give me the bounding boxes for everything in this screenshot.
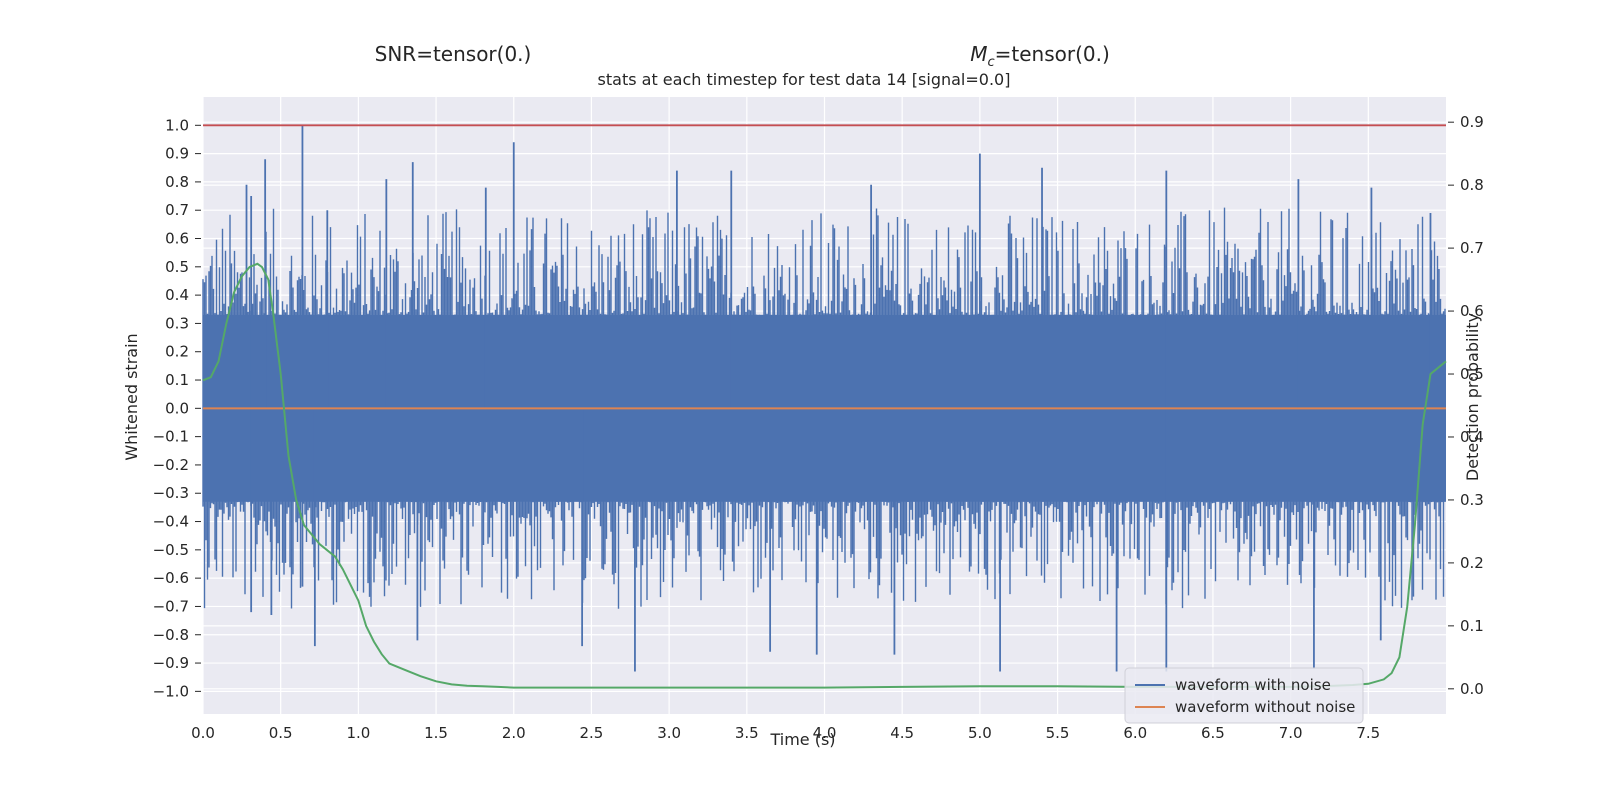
y-axis-left: 1.0 0.9 0.8 0.7 0.6 0.5 0.4 0.3 0.2 0.1 0.0 −0.1 −0.… <box>153 116 201 700</box>
x-tick-label: 7.5 <box>1356 724 1380 742</box>
x-tick-label: 6.5 <box>1201 724 1225 742</box>
y-tick-label: 0.0 <box>165 399 189 417</box>
y-tick-label: −1.0 <box>153 682 189 700</box>
y-tick-label: 0.5 <box>165 258 189 276</box>
y2-tick-label: 0.8 <box>1460 176 1484 194</box>
y-tick-label: 0.4 <box>165 286 189 304</box>
x-tick-label: 4.5 <box>890 724 914 742</box>
x-tick-label: 7.0 <box>1279 724 1303 742</box>
mc-value: =tensor(0.) <box>995 42 1110 66</box>
y2-tick-label: 0.6 <box>1460 302 1484 320</box>
x-tick-label: 2.0 <box>502 724 526 742</box>
y-tick-label: −0.3 <box>153 484 189 502</box>
y-tick-label: 0.6 <box>165 230 189 248</box>
y2-tick-label: 0.9 <box>1460 113 1484 131</box>
snr-title: SNR=tensor(0.) <box>375 42 532 66</box>
y-tick-label: 0.9 <box>165 145 189 163</box>
y-tick-label: −0.2 <box>153 456 189 474</box>
y2-tick-label: 0.1 <box>1460 617 1484 635</box>
y-tick-label: 0.8 <box>165 173 189 191</box>
y2-tick-label: 0.0 <box>1460 680 1484 698</box>
x-tick-label: 6.0 <box>1123 724 1147 742</box>
y2-tick-label: 0.2 <box>1460 554 1484 572</box>
x-tick-label: 5.5 <box>1046 724 1070 742</box>
y-tick-label: 0.3 <box>165 314 189 332</box>
y-tick-label: −0.7 <box>153 597 189 615</box>
y-tick-label: −0.5 <box>153 541 189 559</box>
noise-spikes <box>202 207 1446 609</box>
x-tick-label: 0.0 <box>191 724 215 742</box>
x-tick-label: 3.0 <box>657 724 681 742</box>
x-tick-label: 1.0 <box>346 724 370 742</box>
x-tick-label: 0.5 <box>269 724 293 742</box>
y-tick-label: −0.6 <box>153 569 189 587</box>
x-tick-label: 2.5 <box>580 724 604 742</box>
y2-tick-label: 0.4 <box>1460 428 1484 446</box>
chart-title: stats at each timestep for test data 14 … <box>598 70 1011 89</box>
x-tick-label: 3.5 <box>735 724 759 742</box>
y2-tick-label: 0.3 <box>1460 491 1484 509</box>
y2-tick-label: 0.7 <box>1460 239 1484 257</box>
legend-label: waveform with noise <box>1175 676 1331 694</box>
y-tick-label: 0.7 <box>165 201 189 219</box>
x-tick-label: 5.0 <box>968 724 992 742</box>
y-axis-right: 0.9 0.8 0.7 0.6 0.5 0.4 0.3 0.2 0.1 0.0 <box>1448 113 1484 698</box>
legend: waveform with noise waveform without nois… <box>1124 667 1364 724</box>
y-tick-label: −0.9 <box>153 654 189 672</box>
legend-box <box>1124 667 1364 724</box>
y-tick-label: 1.0 <box>165 116 189 134</box>
mc-symbol: M <box>970 42 987 66</box>
y-tick-label: −0.8 <box>153 626 189 644</box>
x-tick-label: 4.0 <box>813 724 837 742</box>
legend-label: waveform without noise <box>1175 698 1355 716</box>
mc-title: Mc=tensor(0.) <box>970 42 1110 70</box>
y-tick-label: −0.1 <box>153 428 189 446</box>
mc-subscript: c <box>987 55 994 70</box>
y2-axis-label: Detection probability <box>1463 313 1482 481</box>
y-tick-label: −0.4 <box>153 513 189 531</box>
y2-tick-label: 0.5 <box>1460 365 1484 383</box>
y-tick-label: 0.1 <box>165 371 189 389</box>
x-tick-label: 1.5 <box>424 724 448 742</box>
y-axis-label: Whitened strain <box>122 333 141 460</box>
y-tick-label: 0.2 <box>165 343 189 361</box>
x-axis-label: Time (s) <box>769 730 835 749</box>
x-axis: 0.0 0.5 1.0 1.5 2.0 2.5 3.0 3.5 4.0 4.5 5.0 5.5 6.0 6… <box>191 724 1380 742</box>
